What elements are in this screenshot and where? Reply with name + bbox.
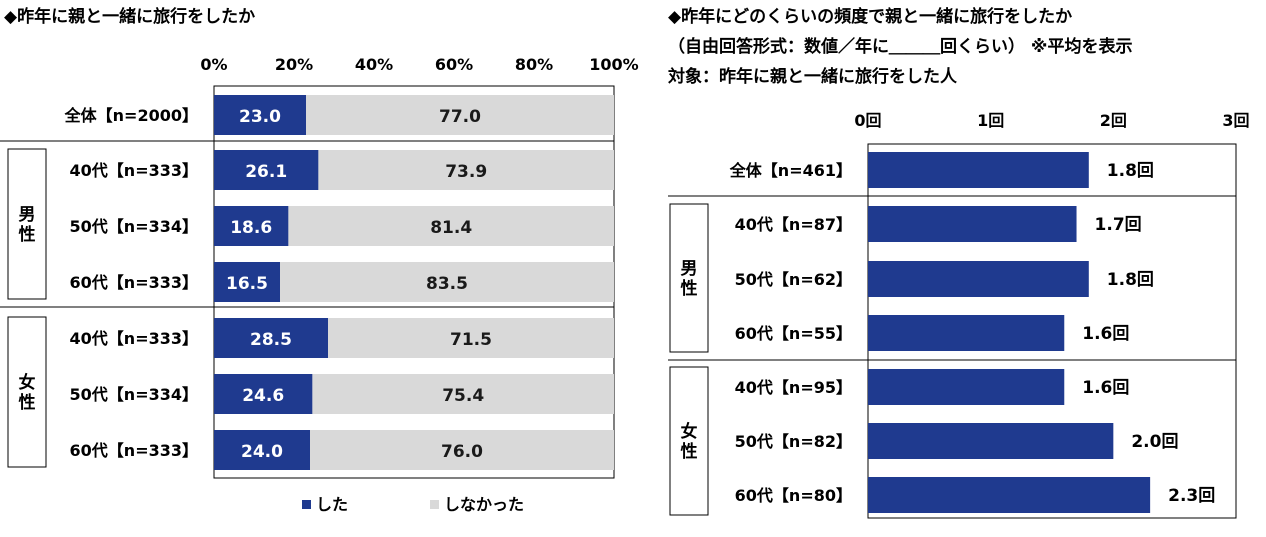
- left-bar-did-not: [312, 374, 614, 414]
- left-bar-did-not: [328, 318, 614, 358]
- left-bar-did: [214, 374, 313, 414]
- right-bar: [868, 477, 1151, 513]
- right-category-label: 60代【n=55】: [735, 324, 852, 343]
- right-group-box: [669, 366, 709, 516]
- legend-swatch-did: [302, 500, 311, 509]
- right-bar: [868, 315, 1065, 351]
- right-bar: [868, 261, 1089, 297]
- left-bar-did: [214, 150, 319, 190]
- left-bar-did: [214, 262, 280, 302]
- left-bar-did-value: 26.1: [245, 162, 287, 182]
- left-category-label: 60代【n=333】: [70, 273, 198, 292]
- right-bar-value: 1.8回: [1107, 270, 1154, 290]
- left-bar-did-value: 28.5: [250, 330, 292, 350]
- left-bar-did: [214, 95, 306, 135]
- left-axis-tick-label: 100%: [589, 55, 638, 74]
- right-group-box: [669, 203, 709, 353]
- right-bar-value: 1.6回: [1082, 324, 1129, 344]
- right-bar-value: 1.7回: [1095, 215, 1142, 235]
- right-bar: [868, 423, 1114, 459]
- left-bar-did: [214, 206, 289, 246]
- left-bar-did: [214, 430, 310, 470]
- left-bar-did: [214, 318, 328, 358]
- right-bar: [868, 369, 1065, 405]
- left-group-box: [7, 316, 47, 468]
- left-group-box: [7, 148, 47, 300]
- right-bar-value: 1.6回: [1082, 378, 1129, 398]
- left-category-label: 50代【n=334】: [70, 385, 198, 404]
- left-bar-did-not-value: 83.5: [426, 274, 468, 294]
- left-bar-did-value: 23.0: [239, 107, 281, 127]
- left-bar-did-not: [318, 150, 614, 190]
- right-chart-title: ◆昨年にどのくらいの頻度で親と一緒に旅行をしたか: [668, 6, 1072, 27]
- left-category-label: 60代【n=333】: [70, 441, 198, 460]
- legend-swatch-did-not: [430, 500, 439, 509]
- legend-label-did-not: しなかった: [444, 495, 524, 514]
- left-bar-did-not: [280, 262, 614, 302]
- right-group-label-char: 男: [681, 259, 698, 279]
- left-axis-tick-label: 80%: [515, 55, 553, 74]
- left-bar-did-value: 16.5: [226, 274, 268, 294]
- right-bar-value: 2.3回: [1168, 486, 1215, 506]
- left-bar-did-not-value: 81.4: [430, 218, 472, 238]
- left-bar-did-not: [310, 430, 614, 470]
- left-bar-did-not-value: 71.5: [450, 330, 492, 350]
- right-axis-tick-label: 0回: [854, 111, 881, 130]
- right-group-label-char: 女: [681, 421, 698, 442]
- left-axis-tick-label: 0%: [200, 55, 227, 74]
- left-bar-did-not-value: 75.4: [442, 386, 484, 406]
- left-category-label: 全体【n=2000】: [64, 106, 198, 125]
- right-chart-subtitle: （自由回答形式：数値／年に＿＿＿回くらい） ※平均を表示: [668, 36, 1132, 57]
- right-bar-value: 2.0回: [1131, 432, 1178, 452]
- left-bar-did-not-value: 77.0: [439, 107, 481, 127]
- left-bar-did-value: 18.6: [230, 218, 272, 238]
- left-bar-did-not-value: 73.9: [445, 162, 487, 182]
- left-bar-did-not: [306, 95, 614, 135]
- left-axis-tick-label: 20%: [275, 55, 313, 74]
- right-bar: [868, 206, 1077, 242]
- left-group-label-char: 男: [19, 205, 36, 225]
- right-axis-tick-label: 1回: [977, 111, 1004, 130]
- right-category-label: 40代【n=95】: [735, 378, 852, 397]
- left-group-label-char: 女: [19, 372, 36, 393]
- left-chart-title: ◆昨年に親と一緒に旅行をしたか: [4, 6, 255, 27]
- right-chart-target-note: 対象：昨年に親と一緒に旅行をした人: [667, 66, 958, 87]
- left-group-label-char: 性: [19, 224, 36, 245]
- left-category-label: 40代【n=333】: [70, 161, 198, 180]
- right-axis-tick-label: 3回: [1222, 111, 1249, 130]
- left-category-label: 50代【n=334】: [70, 217, 198, 236]
- left-bar-did-value: 24.0: [241, 442, 283, 462]
- left-bar-did-not-value: 76.0: [441, 442, 483, 462]
- left-category-label: 40代【n=333】: [70, 329, 198, 348]
- left-axis-tick-label: 60%: [435, 55, 473, 74]
- right-category-label: 50代【n=62】: [735, 270, 852, 289]
- right-axis-tick-label: 2回: [1100, 111, 1127, 130]
- right-category-label: 40代【n=87】: [735, 215, 852, 234]
- left-axis-tick-label: 40%: [355, 55, 393, 74]
- legend-label-did: した: [316, 495, 348, 514]
- right-bar-value: 1.8回: [1107, 161, 1154, 181]
- right-category-label: 60代【n=80】: [735, 486, 852, 505]
- right-category-label: 全体【n=461】: [729, 161, 852, 180]
- left-bar-did-value: 24.6: [242, 386, 284, 406]
- left-group-label-char: 性: [19, 392, 36, 413]
- right-category-label: 50代【n=82】: [735, 432, 852, 451]
- right-bar: [868, 152, 1089, 188]
- right-group-label-char: 性: [681, 441, 698, 462]
- right-group-label-char: 性: [681, 278, 698, 299]
- left-bar-did-not: [288, 206, 614, 246]
